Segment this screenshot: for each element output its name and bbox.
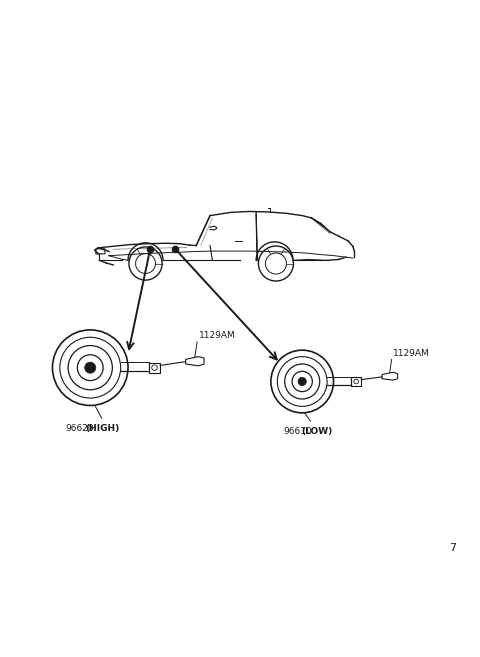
Text: 1129AM: 1129AM: [199, 332, 235, 340]
Text: 1129AM: 1129AM: [393, 349, 430, 358]
Text: (LOW): (LOW): [301, 426, 333, 436]
Text: 96620: 96620: [65, 424, 94, 433]
Circle shape: [84, 362, 96, 373]
Bar: [351, 377, 361, 386]
Bar: [149, 363, 160, 373]
Circle shape: [298, 377, 306, 386]
Text: (HIGH): (HIGH): [85, 424, 120, 433]
Text: 96610: 96610: [284, 426, 312, 436]
Text: 7: 7: [449, 543, 456, 553]
